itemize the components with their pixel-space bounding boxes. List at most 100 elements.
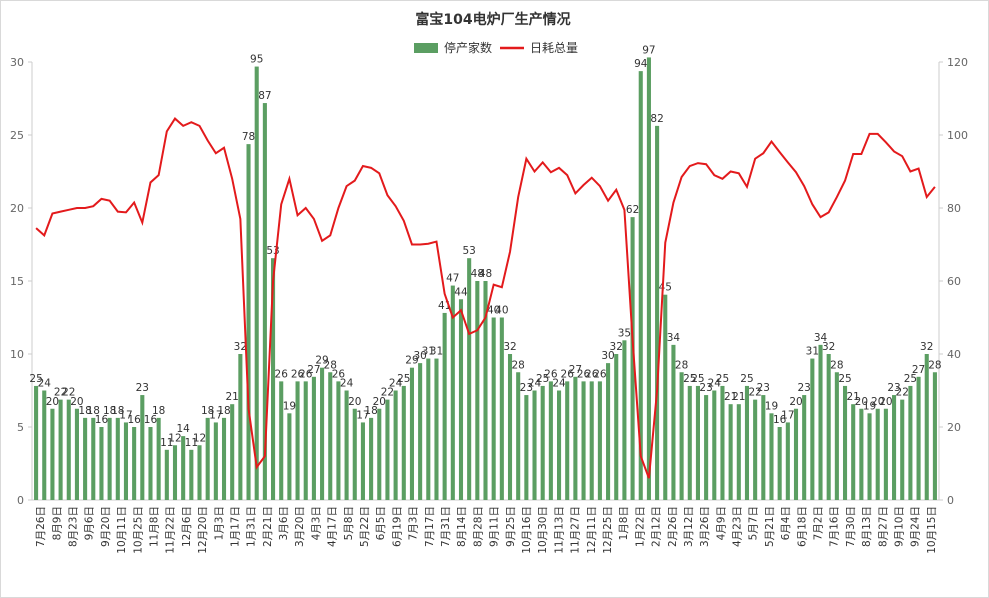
bar[interactable] [409, 367, 415, 500]
bar[interactable] [736, 404, 741, 500]
bar[interactable] [614, 354, 619, 500]
bar[interactable] [516, 372, 521, 500]
bar[interactable] [221, 417, 227, 500]
bar[interactable] [287, 413, 292, 500]
bar[interactable] [704, 395, 709, 500]
bar[interactable] [826, 354, 831, 500]
bar[interactable] [793, 408, 799, 500]
bar[interactable] [875, 408, 880, 500]
legend-bar-label[interactable]: 停产家数 [444, 40, 492, 55]
bar[interactable] [262, 103, 267, 500]
bar[interactable] [320, 367, 325, 500]
bar[interactable] [916, 376, 921, 500]
bar[interactable] [475, 281, 480, 500]
bar[interactable] [761, 395, 766, 500]
bar[interactable] [140, 395, 145, 500]
bar[interactable] [83, 417, 88, 500]
bar[interactable] [630, 217, 635, 500]
bar[interactable] [638, 71, 643, 500]
bar[interactable] [818, 344, 823, 500]
bar[interactable] [834, 372, 839, 500]
bar[interactable] [336, 381, 341, 500]
bar[interactable] [434, 358, 439, 500]
bar[interactable] [230, 404, 235, 500]
bar[interactable] [507, 354, 513, 500]
legend[interactable]: 停产家数 日耗总量 [414, 40, 578, 55]
bar[interactable] [712, 390, 717, 501]
bar[interactable] [573, 376, 578, 500]
bar[interactable] [499, 317, 504, 501]
bar[interactable] [883, 408, 888, 500]
bar[interactable] [753, 399, 758, 500]
bar[interactable] [867, 413, 872, 500]
bar[interactable] [908, 385, 913, 500]
bar[interactable] [295, 381, 300, 500]
bar[interactable] [164, 449, 169, 500]
bar[interactable] [385, 399, 390, 500]
bar[interactable] [107, 417, 112, 500]
bar[interactable] [540, 385, 545, 500]
bar[interactable] [769, 413, 774, 500]
bar[interactable] [589, 381, 594, 500]
bar[interactable] [328, 372, 333, 500]
bar[interactable] [360, 422, 365, 500]
bar[interactable] [785, 422, 790, 500]
bar[interactable] [42, 390, 47, 501]
bar[interactable] [246, 144, 251, 500]
bar[interactable] [393, 390, 398, 501]
bar[interactable] [679, 372, 684, 500]
bar[interactable] [581, 381, 586, 500]
bar[interactable] [900, 399, 905, 500]
bar[interactable] [810, 358, 815, 500]
bar[interactable] [66, 399, 71, 500]
bar[interactable] [344, 390, 349, 501]
bar[interactable] [859, 408, 864, 500]
bar[interactable] [418, 363, 423, 500]
bar[interactable] [279, 381, 284, 500]
bar[interactable] [892, 395, 897, 500]
bar[interactable] [58, 399, 63, 500]
bar[interactable] [377, 408, 382, 500]
bar[interactable] [655, 125, 660, 500]
bar[interactable] [458, 299, 464, 500]
bar[interactable] [450, 285, 455, 500]
bar[interactable] [646, 57, 651, 500]
bar[interactable] [271, 258, 276, 500]
bar[interactable] [556, 390, 562, 501]
bar[interactable] [663, 294, 668, 500]
bar[interactable] [483, 281, 488, 500]
bar[interactable] [842, 385, 848, 500]
bar[interactable] [606, 363, 611, 500]
bar[interactable] [720, 385, 725, 500]
bar[interactable] [197, 445, 202, 500]
bar[interactable] [148, 427, 153, 500]
bar[interactable] [491, 317, 496, 501]
bar[interactable] [851, 404, 856, 500]
bar[interactable] [777, 427, 782, 500]
bar[interactable] [442, 312, 447, 500]
bar[interactable] [671, 344, 676, 500]
bar[interactable] [115, 417, 120, 500]
bar[interactable] [189, 449, 194, 500]
bar[interactable] [532, 390, 537, 501]
bar[interactable] [467, 258, 472, 500]
bar[interactable] [802, 395, 807, 500]
bar[interactable] [369, 417, 374, 500]
bar[interactable] [74, 408, 79, 500]
bar[interactable] [401, 385, 406, 500]
bar[interactable] [932, 372, 937, 500]
bar[interactable] [924, 354, 929, 500]
bar[interactable] [123, 422, 129, 500]
bar[interactable] [744, 385, 750, 500]
bar[interactable] [99, 427, 104, 500]
bar[interactable] [34, 385, 39, 500]
bar[interactable] [303, 381, 308, 500]
bar[interactable] [238, 354, 243, 500]
bar[interactable] [172, 445, 178, 500]
bar[interactable] [181, 436, 186, 500]
bar[interactable] [597, 381, 602, 500]
bar[interactable] [352, 408, 357, 500]
legend-bar-swatch[interactable] [414, 43, 438, 53]
bar[interactable] [50, 408, 55, 500]
bar[interactable] [311, 376, 316, 500]
